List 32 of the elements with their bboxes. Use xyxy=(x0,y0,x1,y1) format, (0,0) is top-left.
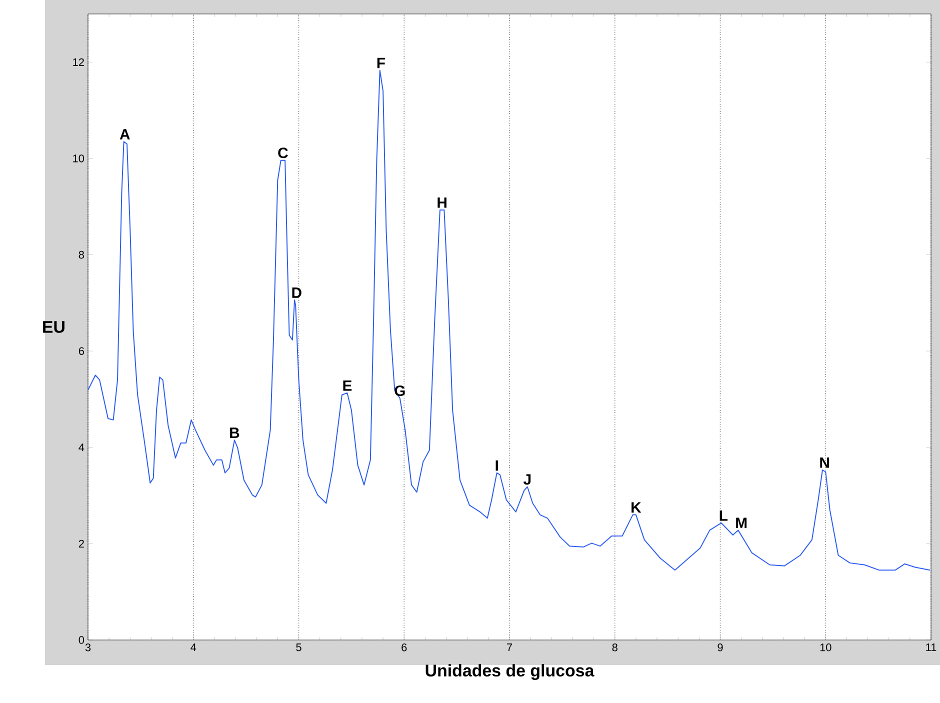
y-tick-label: 10 xyxy=(73,154,84,162)
annotation: B xyxy=(230,428,240,438)
annotation: I xyxy=(496,460,498,471)
x-tick-label: 11 xyxy=(926,644,936,652)
y-tick-label: 12 xyxy=(73,58,84,66)
x-tick-label: 9 xyxy=(718,644,723,652)
annotation: N xyxy=(820,458,829,468)
x-tick-label: 7 xyxy=(507,644,512,652)
y-tick-label: 8 xyxy=(78,250,84,259)
x-tick-label: 4 xyxy=(190,644,196,652)
y-axis-title: EU xyxy=(43,321,64,333)
y-tick-label: 6 xyxy=(78,347,84,355)
annotation: M xyxy=(736,518,747,528)
annotation: F xyxy=(377,58,385,68)
y-tick-label: 2 xyxy=(78,540,84,548)
annotation: A xyxy=(120,129,130,140)
y-tick-label: 4 xyxy=(78,444,84,452)
annotation: L xyxy=(720,510,728,521)
annotation: E xyxy=(343,380,352,391)
annotation: C xyxy=(278,148,288,158)
x-tick-label: 3 xyxy=(85,644,91,652)
annotation: J xyxy=(523,474,531,485)
annotation: K xyxy=(632,502,642,513)
line-series xyxy=(88,70,930,571)
x-tick-label: 10 xyxy=(820,644,832,652)
y-tick-label: 0 xyxy=(78,636,84,644)
x-axis-title: Unidades de glucosa xyxy=(426,664,594,680)
x-tick-label: 6 xyxy=(402,644,407,652)
x-tick-label: 5 xyxy=(296,644,302,652)
x-tick-label: 8 xyxy=(612,644,618,652)
annotation: H xyxy=(438,197,446,208)
annotation: D xyxy=(292,288,302,298)
